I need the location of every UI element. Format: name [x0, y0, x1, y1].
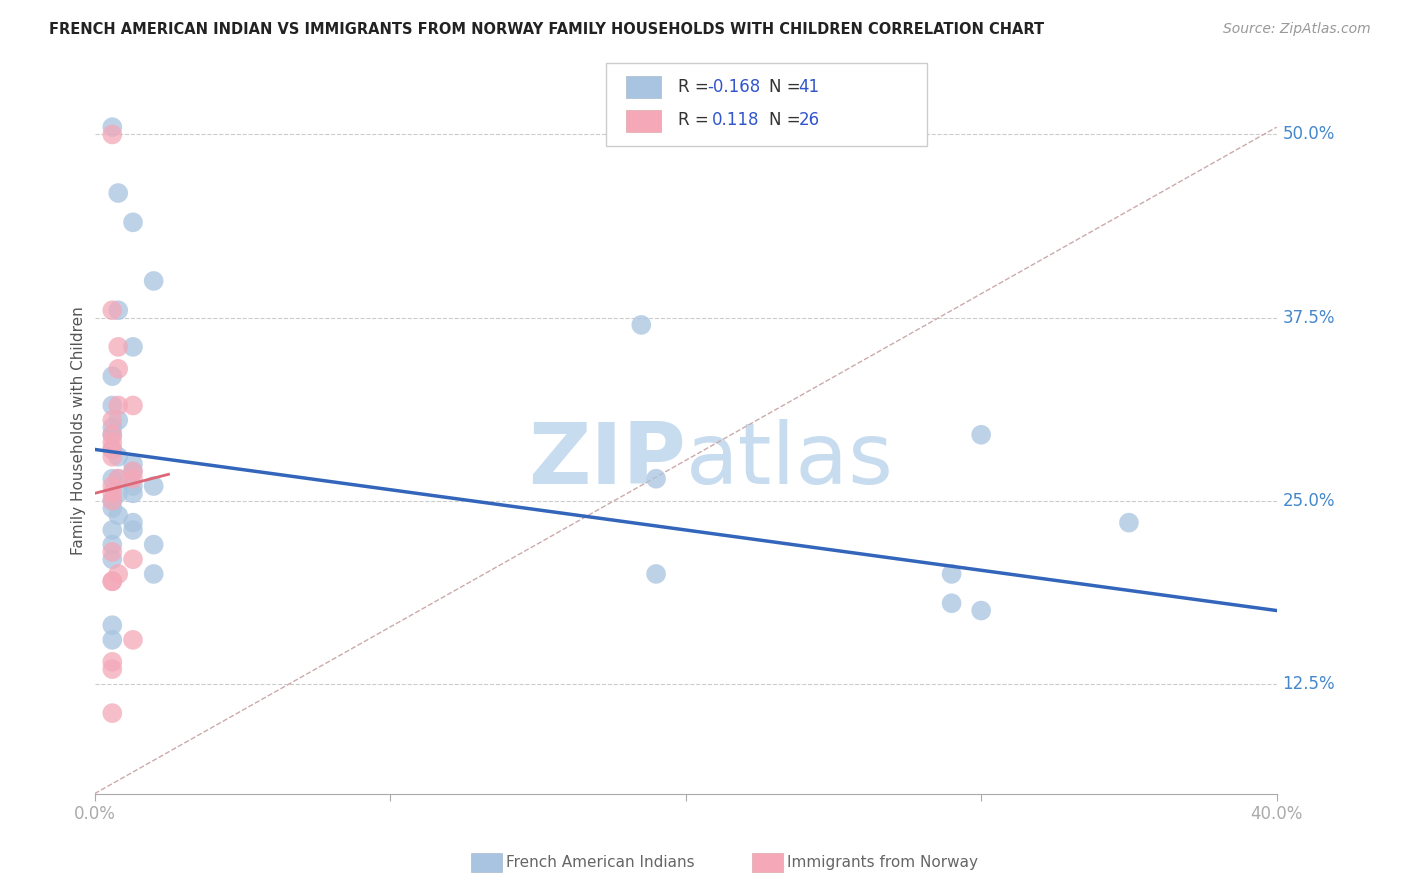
Point — [101, 399, 124, 413]
Point — [101, 493, 124, 508]
Point — [122, 457, 145, 471]
Point — [122, 464, 145, 478]
Point — [645, 566, 668, 581]
Point — [107, 566, 129, 581]
Point — [970, 427, 993, 442]
Point — [101, 552, 124, 566]
Point — [107, 472, 129, 486]
Point — [122, 215, 145, 229]
Text: -0.168: -0.168 — [707, 78, 761, 95]
Point — [101, 574, 124, 589]
Point — [142, 274, 165, 288]
Text: N =: N = — [769, 78, 806, 95]
Point — [101, 523, 124, 537]
Text: 41: 41 — [799, 78, 820, 95]
Point — [101, 303, 124, 318]
Point — [107, 486, 129, 500]
Text: 37.5%: 37.5% — [1282, 309, 1336, 326]
Point — [101, 545, 124, 559]
Text: ZIP: ZIP — [527, 418, 686, 501]
Point — [101, 369, 124, 384]
Point — [122, 479, 145, 493]
Point — [122, 464, 145, 478]
Point — [107, 413, 129, 427]
Text: 0.118: 0.118 — [711, 112, 759, 129]
Point — [101, 618, 124, 632]
Point — [101, 574, 124, 589]
Point — [970, 603, 993, 617]
Point — [122, 399, 145, 413]
Point — [142, 566, 165, 581]
Point — [101, 413, 124, 427]
Point — [107, 340, 129, 354]
Point — [941, 566, 963, 581]
Point — [1118, 516, 1140, 530]
Point — [101, 442, 124, 457]
Point — [101, 442, 124, 457]
Point — [122, 472, 145, 486]
Point — [101, 486, 124, 500]
Point — [101, 662, 124, 676]
Text: Immigrants from Norway: Immigrants from Norway — [787, 855, 979, 870]
Point — [101, 472, 124, 486]
Point — [630, 318, 652, 332]
Point — [107, 399, 129, 413]
Point — [101, 632, 124, 647]
Point — [101, 450, 124, 464]
Text: R =: R = — [678, 78, 714, 95]
Text: 26: 26 — [799, 112, 820, 129]
Text: R =: R = — [678, 112, 718, 129]
Point — [107, 303, 129, 318]
Point — [101, 435, 124, 450]
Point — [122, 552, 145, 566]
Point — [101, 120, 124, 135]
Point — [101, 501, 124, 516]
Point — [101, 479, 124, 493]
Text: French American Indians: French American Indians — [506, 855, 695, 870]
Point — [101, 427, 124, 442]
Point — [107, 450, 129, 464]
Text: N =: N = — [769, 112, 806, 129]
Point — [101, 538, 124, 552]
Point — [101, 420, 124, 434]
Point — [142, 479, 165, 493]
Text: 50.0%: 50.0% — [1282, 126, 1334, 144]
Point — [101, 128, 124, 142]
Point — [101, 427, 124, 442]
Point — [122, 340, 145, 354]
Text: atlas: atlas — [686, 418, 894, 501]
Point — [107, 186, 129, 200]
Point — [122, 486, 145, 500]
Point — [645, 472, 668, 486]
Point — [107, 508, 129, 523]
Text: FRENCH AMERICAN INDIAN VS IMMIGRANTS FROM NORWAY FAMILY HOUSEHOLDS WITH CHILDREN: FRENCH AMERICAN INDIAN VS IMMIGRANTS FRO… — [49, 22, 1045, 37]
Point — [107, 361, 129, 376]
Text: 25.0%: 25.0% — [1282, 491, 1336, 509]
Point — [941, 596, 963, 610]
Point — [107, 472, 129, 486]
Text: 12.5%: 12.5% — [1282, 675, 1336, 693]
Point — [122, 632, 145, 647]
Point — [122, 516, 145, 530]
Text: Source: ZipAtlas.com: Source: ZipAtlas.com — [1223, 22, 1371, 37]
Point — [122, 523, 145, 537]
Y-axis label: Family Households with Children: Family Households with Children — [72, 307, 86, 556]
Point — [101, 655, 124, 669]
Point — [142, 538, 165, 552]
Point — [101, 706, 124, 720]
Point — [101, 493, 124, 508]
